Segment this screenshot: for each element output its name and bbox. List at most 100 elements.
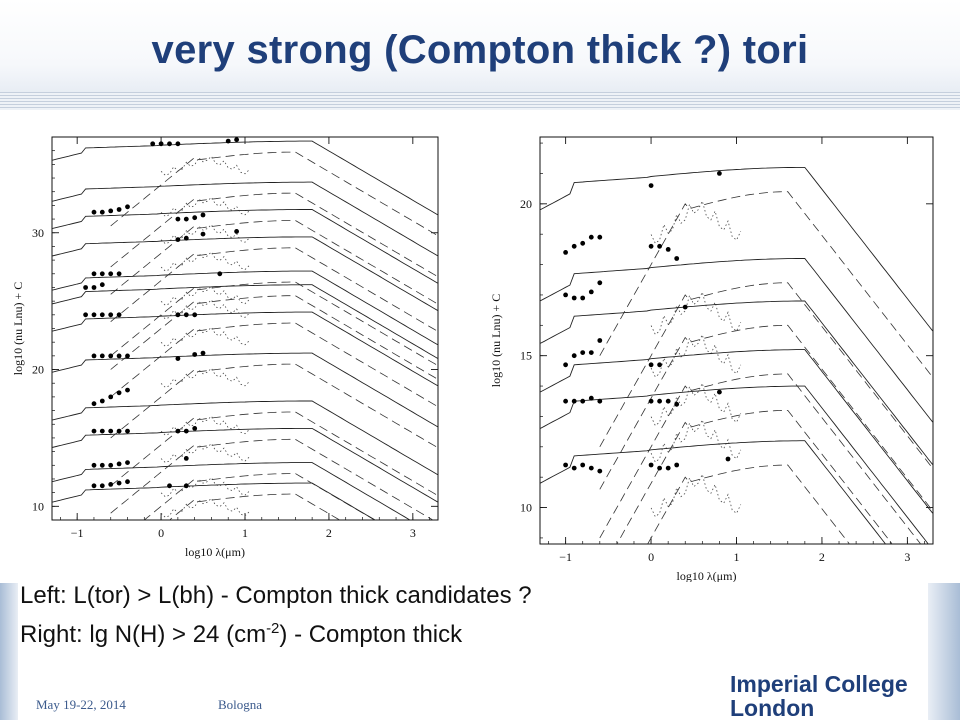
- photometry-point: [116, 390, 122, 396]
- x-tick-label: 3: [410, 526, 416, 540]
- photometry-point: [225, 138, 231, 144]
- photometry-point: [125, 204, 130, 210]
- photometry-point: [657, 465, 662, 471]
- photometry-point: [116, 353, 122, 359]
- logo-line1: Imperial College: [730, 671, 908, 697]
- photometry-point: [183, 428, 189, 434]
- sed-starburst-dotted-line: [160, 224, 250, 245]
- photometry-point: [91, 462, 97, 468]
- photometry-point: [571, 295, 577, 301]
- photometry-point: [116, 271, 122, 277]
- sed-torus-dashed-line: [599, 282, 933, 470]
- sed-torus-dashed-line: [599, 191, 933, 379]
- sed-total-line: [52, 181, 438, 257]
- photometry-point: [167, 483, 172, 489]
- photometry-point: [125, 353, 130, 359]
- x-axis-label: log10 λ(μm): [677, 569, 737, 582]
- x-tick-label: 2: [326, 526, 332, 540]
- photometry-point: [175, 428, 181, 434]
- x-tick-label: 1: [242, 526, 248, 540]
- y-tick-label: 20: [520, 197, 532, 211]
- x-axis-label: log10 λ(μm): [185, 545, 245, 559]
- photometry-point: [167, 141, 172, 147]
- photometry-point: [234, 137, 240, 143]
- photometry-point: [580, 462, 586, 468]
- photometry-point: [563, 462, 568, 468]
- photometry-point: [648, 462, 654, 468]
- photometry-point: [192, 352, 198, 357]
- sed-starburst-dotted-line: [160, 251, 250, 272]
- photometry-point: [99, 271, 105, 277]
- plot-area: [540, 166, 933, 544]
- photometry-point: [571, 353, 577, 359]
- photometry-point: [563, 250, 568, 255]
- photometry-point: [99, 209, 105, 215]
- photometry-point: [125, 460, 130, 465]
- photometry-point: [99, 282, 105, 288]
- photometry-point: [563, 398, 568, 404]
- plot-frame: [51, 136, 439, 521]
- photometry-point: [665, 398, 671, 404]
- photometry-point: [597, 280, 603, 286]
- photometry-point: [150, 141, 156, 147]
- sed-torus-dashed-line: [143, 473, 376, 520]
- photometry-point: [725, 456, 731, 462]
- photometry-point: [588, 234, 594, 240]
- sed-torus-dashed-line: [110, 322, 438, 408]
- photometry-point: [175, 356, 181, 361]
- sed-total-line: [52, 236, 438, 312]
- right-decor-bar: [928, 583, 960, 720]
- sed-torus-dashed-line: [599, 373, 922, 544]
- sed-total-line: [52, 209, 438, 284]
- photometry-point: [158, 141, 164, 147]
- sed-total-line: [540, 385, 929, 544]
- photometry-point: [674, 462, 680, 468]
- photometry-point: [588, 395, 594, 401]
- photometry-point: [648, 243, 654, 249]
- sed-torus-dashed-line: [110, 151, 438, 237]
- y-tick-label: 10: [520, 501, 532, 515]
- photometry-point: [717, 171, 722, 176]
- photometry-point: [717, 389, 722, 395]
- caption-right-prefix: Right: lg N(H) > 24 (cm: [20, 621, 267, 648]
- photometry-point: [588, 289, 594, 295]
- sed-torus-dashed-line: [110, 295, 438, 380]
- title-band: [0, 0, 960, 92]
- x-tick-label: 0: [648, 550, 654, 564]
- photometry-point: [588, 465, 594, 471]
- photometry-point: [116, 428, 122, 434]
- photometry-point: [183, 483, 189, 489]
- photometry-point: [657, 398, 662, 404]
- photometry-point: [175, 216, 181, 222]
- photometry-point: [175, 237, 181, 242]
- photometry-point: [192, 312, 198, 318]
- photometry-point: [125, 387, 130, 393]
- photometry-point: [183, 456, 189, 461]
- photometry-point: [200, 231, 206, 237]
- photometry-point: [99, 483, 105, 489]
- photometry-point: [175, 141, 181, 147]
- photometry-point: [108, 482, 114, 487]
- photometry-point: [597, 234, 603, 240]
- sed-torus-dashed-line: [599, 324, 933, 512]
- x-tick-label: 2: [819, 550, 825, 564]
- photometry-point: [125, 479, 130, 485]
- photometry-point: [116, 207, 122, 212]
- photometry-point: [580, 240, 586, 246]
- photometry-point: [580, 295, 586, 301]
- photometry-point: [192, 426, 198, 431]
- sed-starburst-dotted-line: [160, 497, 250, 518]
- photometry-point: [91, 428, 97, 434]
- sed-starburst-dotted-line: [160, 367, 250, 388]
- photometry-point: [99, 312, 105, 318]
- photometry-point: [116, 461, 122, 467]
- sed-starburst-dotted-line: [650, 473, 742, 518]
- photometry-point: [200, 212, 206, 218]
- sed-starburst-dotted-line: [160, 326, 250, 347]
- photometry-point: [91, 312, 97, 318]
- photometry-point: [91, 271, 97, 277]
- y-tick-label: 30: [32, 226, 44, 240]
- caption-left: Left: L(tor) > L(bh) - Compton thick can…: [20, 582, 532, 610]
- logo-line2: London: [730, 695, 814, 720]
